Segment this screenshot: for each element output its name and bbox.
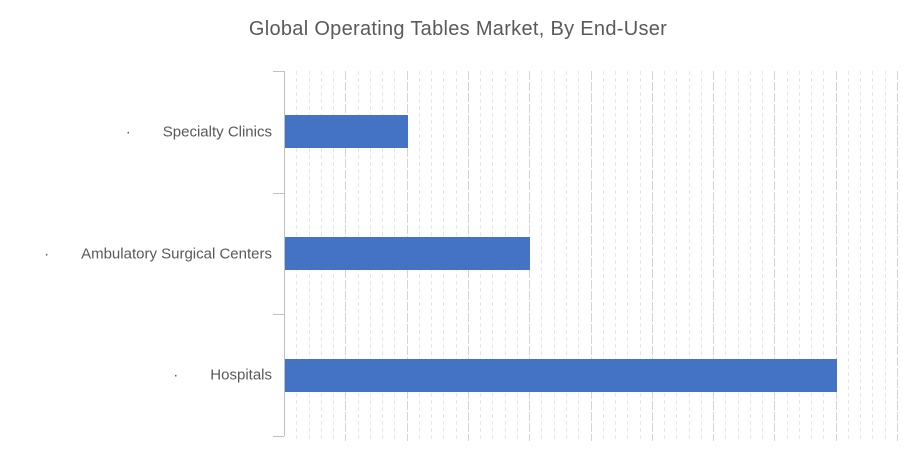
category-row-hospitals: · Hospitals [0,367,272,384]
bullet-icon: · [44,245,50,262]
minor-gridline [615,71,617,441]
bar-specialty-clinics [285,115,408,148]
minor-gridline [786,71,788,441]
minor-gridline [872,71,874,441]
minor-gridline [700,71,702,441]
minor-gridline [688,71,690,441]
minor-gridline [798,71,800,441]
plot-area [273,71,898,441]
minor-gridline [553,71,555,441]
category-label: Hospitals [210,366,272,384]
minor-gridline [639,71,641,441]
minor-gridline [749,71,751,441]
minor-gridline [565,71,567,441]
minor-gridline [884,71,886,441]
axis-tick [273,314,284,315]
minor-gridline [541,71,543,441]
category-axis-line [284,71,285,436]
major-gridline [897,71,898,441]
minor-gridline [664,71,666,441]
major-gridline [835,71,837,441]
chart-title: Global Operating Tables Market, By End-U… [248,18,668,40]
axis-tick [273,436,284,437]
minor-gridline [676,71,678,441]
minor-gridline [725,71,727,441]
minor-gridline [602,71,604,441]
major-gridline [774,71,776,441]
minor-gridline [627,71,629,441]
bullet-icon: · [125,123,131,141]
major-gridline [713,71,715,441]
minor-gridline [823,71,825,441]
major-gridline [590,71,592,441]
axis-tick [273,193,284,194]
axis-tick [273,71,284,72]
bar-ambulatory-surgical-centers [285,237,531,270]
category-label: Ambulatory Surgical Centers [81,245,272,262]
minor-gridline [847,71,849,441]
category-label: Specialty Clinics [162,123,272,141]
category-row-specialty-clinics: · Specialty Clinics [0,123,272,140]
minor-gridline [811,71,813,441]
bar-hospitals [285,359,837,392]
major-gridline [651,71,653,441]
minor-gridline [737,71,739,441]
minor-gridline [762,71,764,441]
category-row-ambulatory-surgical-centers: · Ambulatory Surgical Centers [0,245,272,262]
bullet-icon: · [173,366,179,384]
minor-gridline [578,71,580,441]
minor-gridline [860,71,862,441]
